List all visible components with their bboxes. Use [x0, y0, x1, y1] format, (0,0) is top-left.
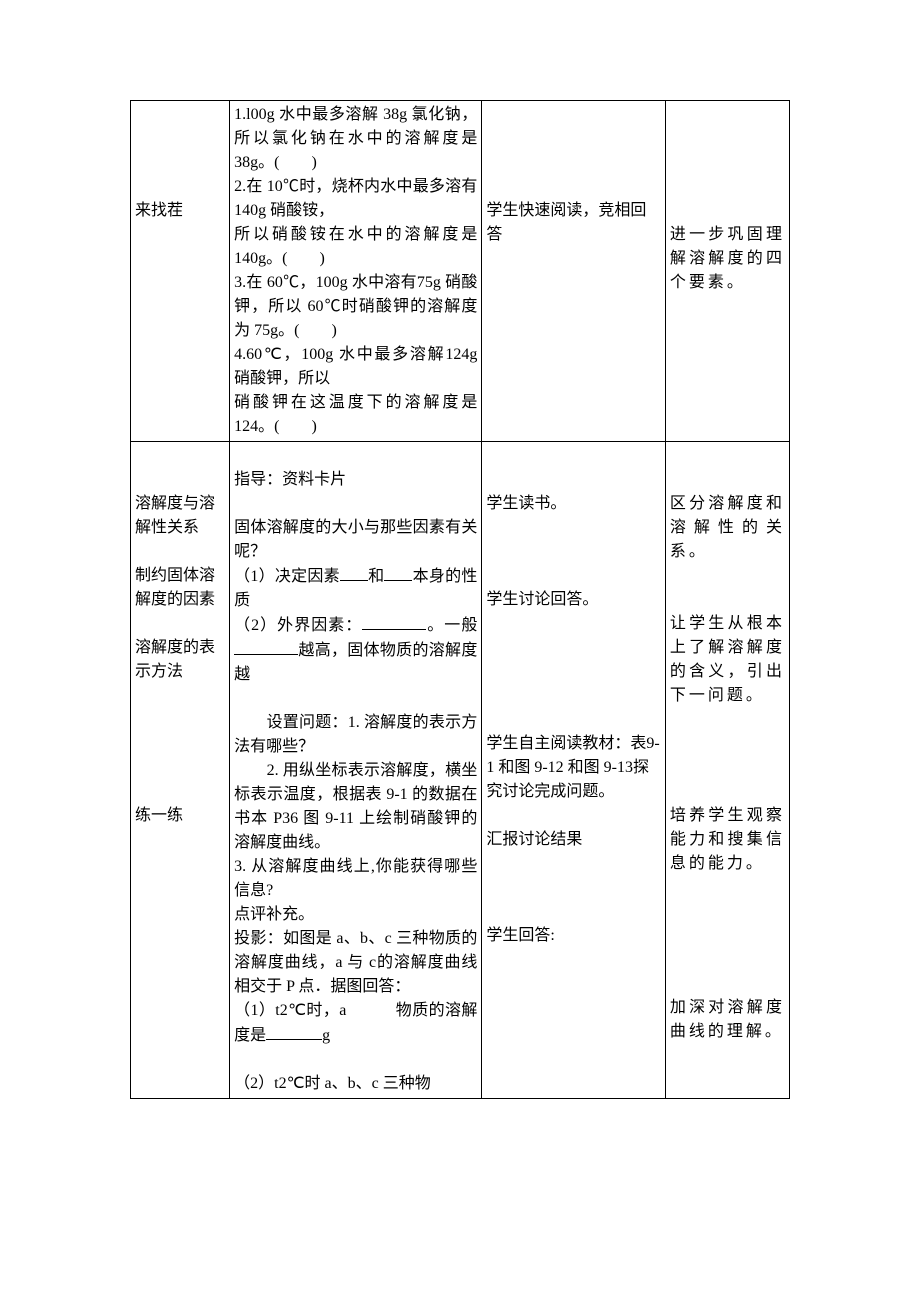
line-text: 投影：如图是 a、b、c 三种物质的溶解度曲线，a 与 c的溶解度曲线相交于 P…	[234, 927, 477, 999]
item-text: 1.l00g 水中最多溶解 38g 氯化钠，所以氯化钠在水中的溶解度是 38g。…	[234, 103, 477, 175]
line-text: （2）t2℃时 a、b、c 三种物	[234, 1072, 477, 1096]
row-label: 来找茬	[131, 101, 230, 442]
student-text: 学生回答:	[486, 924, 661, 948]
fill-blank-line: （1）t2℃时，a 物质的溶解度是g	[234, 999, 477, 1048]
student-activity: 学生读书。 学生讨论回答。 学生自主阅读教材：表9-1 和图 9-12 和图 9…	[482, 442, 666, 1099]
intent-text: 进一步巩固理解溶解度的四个要素。	[670, 226, 785, 291]
label-text: 来找茬	[135, 202, 183, 219]
line-text: 指导：资料卡片	[234, 468, 477, 492]
table-row: 溶解度与溶解性关系 制约固体溶解度的因素 溶解度的表示方法 练一练 指导：资料卡…	[131, 442, 790, 1099]
item-text: 4.60℃，100g 水中最多溶解124g 硝酸钾，所以	[234, 343, 477, 391]
student-text: 学生读书。	[486, 492, 661, 516]
student-activity: 学生快速阅读，竞相回答	[482, 101, 666, 442]
line-text: 3. 从溶解度曲线上,你能获得哪些信息?	[234, 855, 477, 903]
line-text: 2. 用纵坐标表示溶解度，横坐标表示温度，根据表 9-1 的数据在书本 P36 …	[234, 759, 477, 855]
label-text: 制约固体溶解度的因素	[135, 564, 225, 612]
intent-text: 让学生从根本上了解溶解度的含义，引出下一问题。	[670, 612, 785, 708]
label-text: 练一练	[135, 804, 225, 828]
label-text: 溶解度的表示方法	[135, 636, 225, 684]
fill-blank-line: （1）决定因素和本身的性质	[234, 564, 477, 613]
line-text: 点评补充。	[234, 903, 477, 927]
intent-text: 培养学生观察能力和搜集信息的能力。	[670, 804, 785, 876]
line-text: 固体溶解度的大小与那些因素有关呢？	[234, 516, 477, 564]
item-text: 硝酸钾在这温度下的溶解度是 124。( )	[234, 391, 477, 439]
student-text: 学生自主阅读教材：表9-1 和图 9-12 和图 9-13探究讨论完成问题。 汇…	[486, 732, 661, 852]
row-label: 溶解度与溶解性关系 制约固体溶解度的因素 溶解度的表示方法 练一练	[131, 442, 230, 1099]
intent-text: 区分溶解度和溶解性的关系。	[670, 492, 785, 564]
design-intent: 进一步巩固理解溶解度的四个要素。	[665, 101, 789, 442]
item-text: 所以硝酸铵在水中的溶解度是 140g。( )	[234, 223, 477, 271]
label-text: 溶解度与溶解性关系	[135, 492, 225, 540]
item-text: 2.在 10℃时，烧杯内水中最多溶有 140g 硝酸铵，	[234, 175, 477, 223]
fill-blank-line: （2）外界因素：。一般越高，固体物质的溶解度越	[234, 613, 477, 687]
line-text: 设置问题：1. 溶解度的表示方法有哪些？	[234, 711, 477, 759]
lesson-plan-table: 来找茬 1.l00g 水中最多溶解 38g 氯化钠，所以氯化钠在水中的溶解度是 …	[130, 100, 790, 1099]
student-text: 学生快速阅读，竞相回答	[486, 202, 646, 243]
item-text: 3.在 60℃，100g 水中溶有75g 硝酸钾，所以 60℃时硝酸钾的溶解度为…	[234, 271, 477, 343]
design-intent: 区分溶解度和溶解性的关系。 让学生从根本上了解溶解度的含义，引出下一问题。 培养…	[665, 442, 789, 1099]
teacher-activity: 指导：资料卡片 固体溶解度的大小与那些因素有关呢？ （1）决定因素和本身的性质 …	[230, 442, 482, 1099]
teacher-activity: 1.l00g 水中最多溶解 38g 氯化钠，所以氯化钠在水中的溶解度是 38g。…	[230, 101, 482, 442]
table-row: 来找茬 1.l00g 水中最多溶解 38g 氯化钠，所以氯化钠在水中的溶解度是 …	[131, 101, 790, 442]
intent-text: 加深对溶解度曲线的理解。	[670, 996, 785, 1044]
student-text: 学生讨论回答。	[486, 588, 661, 612]
